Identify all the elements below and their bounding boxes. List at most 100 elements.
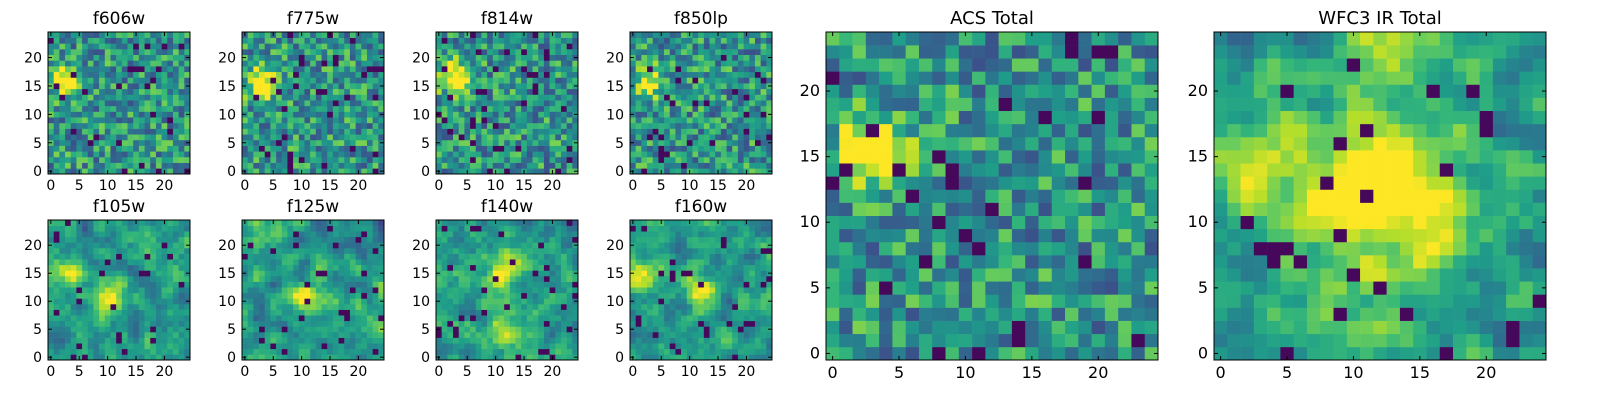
heatmap-cell	[361, 343, 368, 350]
heatmap-cell	[155, 71, 162, 78]
heatmap-cell	[543, 43, 550, 50]
heatmap-cell	[259, 66, 266, 73]
heatmap-cell	[167, 32, 174, 38]
heatmap-cell	[247, 242, 254, 249]
heatmap-cell	[184, 225, 191, 232]
heatmap-cell	[161, 145, 168, 152]
heatmap-cell	[692, 105, 699, 112]
heatmap-cell	[549, 326, 556, 333]
heatmap-cell	[349, 337, 356, 344]
heatmap-cell	[453, 145, 460, 152]
heatmap-cell	[498, 105, 505, 112]
heatmap-cell	[635, 94, 642, 101]
heatmap-cell	[509, 168, 516, 175]
heatmap-cell	[93, 83, 100, 90]
heatmap-cell	[332, 60, 339, 67]
heatmap-cell	[675, 162, 682, 169]
heatmap-cell	[664, 139, 671, 146]
heatmap-cell	[475, 66, 482, 73]
heatmap-cell	[287, 105, 294, 112]
heatmap-cell	[669, 270, 676, 277]
heatmap-cell	[532, 139, 539, 146]
heatmap-cell	[498, 54, 505, 61]
heatmap-cell	[692, 122, 699, 129]
heatmap-cell	[184, 315, 191, 322]
heatmap-cell	[652, 276, 659, 282]
heatmap-cell	[99, 49, 106, 56]
heatmap-cell	[70, 151, 77, 158]
heatmap-cell	[53, 105, 60, 112]
heatmap-cell	[87, 225, 94, 232]
x-tick-label: 10	[487, 364, 505, 380]
heatmap-cell	[349, 122, 356, 129]
heatmap-cell	[658, 111, 665, 118]
heatmap-cell	[658, 66, 665, 73]
heatmap-cell	[686, 145, 693, 152]
heatmap-cell	[698, 77, 705, 84]
heatmap-cell	[338, 139, 345, 146]
heatmap-cell	[487, 343, 494, 350]
heatmap-cell	[65, 354, 72, 361]
heatmap-cell	[720, 105, 727, 112]
heatmap-cell	[630, 71, 636, 78]
heatmap-cell	[242, 309, 248, 316]
heatmap-cell	[287, 49, 294, 56]
heatmap-cell	[144, 231, 151, 238]
heatmap-cell	[144, 71, 151, 78]
heatmap-cell	[526, 248, 533, 254]
heatmap-cell	[276, 270, 283, 277]
heatmap-cell	[344, 236, 351, 243]
heatmap-cell	[253, 43, 260, 50]
heatmap-cell	[538, 225, 545, 232]
heatmap-cell	[327, 83, 334, 90]
heatmap-cell	[447, 43, 454, 50]
heatmap-cell	[754, 94, 761, 101]
heatmap-cell	[293, 343, 300, 350]
heatmap-cell	[264, 298, 271, 305]
heatmap-cell	[110, 298, 117, 305]
heatmap-cell	[110, 162, 117, 169]
heatmap-cell	[572, 287, 579, 294]
heatmap-cell	[99, 276, 106, 282]
heatmap-cell	[720, 326, 727, 333]
heatmap-cell	[754, 298, 761, 305]
heatmap-cell	[70, 315, 77, 322]
heatmap-cell	[630, 281, 636, 288]
heatmap-cell	[572, 332, 579, 338]
heatmap-cell	[686, 60, 693, 67]
heatmap-cell	[82, 242, 89, 249]
heatmap-cell	[355, 117, 362, 124]
heatmap-cell	[504, 145, 511, 152]
heatmap-cell	[298, 134, 305, 141]
heatmap-cell	[327, 332, 334, 338]
heatmap-cell	[498, 156, 505, 163]
heatmap-cell	[259, 145, 266, 152]
heatmap-cell	[59, 168, 66, 175]
heatmap-cell	[287, 162, 294, 169]
heatmap-cell	[276, 236, 283, 243]
panel-title: f140w	[481, 197, 533, 217]
y-tick-label: 0	[33, 164, 42, 180]
heatmap-cell	[560, 162, 567, 169]
heatmap-cell	[732, 287, 739, 294]
heatmap-cell	[560, 242, 567, 249]
heatmap-cell	[133, 326, 140, 333]
heatmap-cell	[127, 49, 134, 56]
heatmap-cell	[355, 292, 362, 299]
heatmap-cell	[253, 83, 260, 90]
heatmap-cell	[458, 242, 465, 249]
heatmap-cell	[281, 66, 288, 73]
heatmap-cell	[276, 248, 283, 254]
heatmap-cell	[59, 100, 66, 107]
heatmap-cell	[287, 145, 294, 152]
heatmap-cell	[526, 253, 533, 260]
heatmap-cell	[766, 156, 773, 163]
heatmap-cell	[82, 225, 89, 232]
heatmap-cell	[366, 220, 373, 226]
heatmap-cell	[59, 83, 66, 90]
heatmap-cell	[635, 117, 642, 124]
heatmap-cell	[641, 83, 648, 90]
heatmap-cell	[669, 348, 676, 355]
heatmap-cell	[732, 100, 739, 107]
heatmap-cell	[492, 145, 499, 152]
